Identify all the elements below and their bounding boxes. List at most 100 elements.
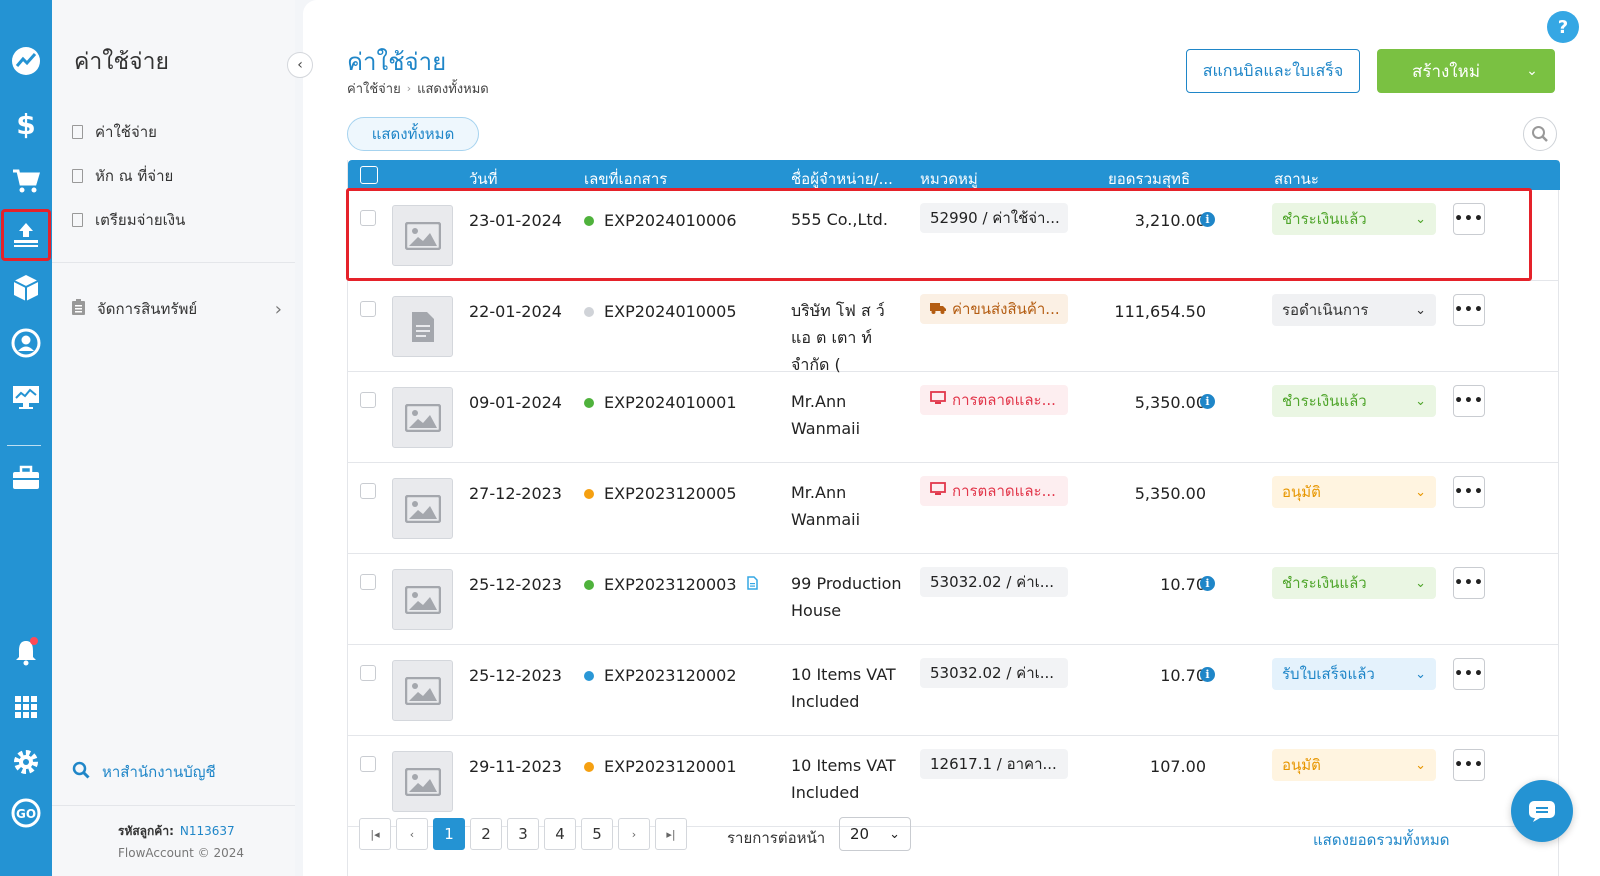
row-checkbox[interactable] bbox=[360, 301, 376, 317]
table-row[interactable]: 25-12-2023 EXP2023120003 99 Production H… bbox=[348, 554, 1558, 645]
page-button[interactable]: 5 bbox=[581, 818, 613, 850]
row-doc-link[interactable]: EXP2023120002 bbox=[584, 666, 737, 685]
row-doc-link[interactable]: EXP2024010005 bbox=[584, 302, 737, 321]
receipt-thumbnail[interactable] bbox=[392, 660, 453, 721]
receipt-thumbnail[interactable] bbox=[392, 205, 453, 266]
briefcase-icon[interactable] bbox=[6, 458, 46, 498]
receipt-thumbnail[interactable] bbox=[392, 569, 453, 630]
per-page-select[interactable]: 20 ⌄ bbox=[839, 817, 911, 851]
bell-icon[interactable] bbox=[6, 632, 46, 672]
sidebar-item-prepare-payment[interactable]: เตรียมจ่ายเงิน bbox=[72, 208, 282, 232]
contact-icon[interactable] bbox=[6, 323, 46, 363]
column-header-category[interactable]: หมวดหมู่ bbox=[920, 170, 978, 188]
more-actions-button[interactable]: ••• bbox=[1453, 749, 1485, 781]
row-status-dropdown[interactable]: รอดำเนินการ ⌄ bbox=[1272, 294, 1436, 326]
show-total-link[interactable]: แสดงยอดรวมทั้งหมด bbox=[1313, 831, 1450, 849]
apps-grid-icon[interactable] bbox=[6, 687, 46, 727]
first-page-button[interactable]: |◂ bbox=[359, 818, 391, 850]
filter-show-all-chip[interactable]: แสดงทั้งหมด bbox=[347, 117, 479, 151]
more-actions-button[interactable]: ••• bbox=[1453, 203, 1485, 235]
row-status-dropdown[interactable]: ชำระเงินแล้ว ⌄ bbox=[1272, 567, 1436, 599]
page-button[interactable]: 4 bbox=[544, 818, 576, 850]
table-row[interactable]: 22-01-2024 EXP2024010005 บริษัท โฟ ส ว์ … bbox=[348, 281, 1558, 374]
column-header-status[interactable]: สถานะ bbox=[1274, 170, 1319, 188]
table-row[interactable]: 23-01-2024 EXP2024010006 555 Co.,Ltd. 52… bbox=[348, 190, 1558, 281]
info-icon[interactable]: i bbox=[1200, 212, 1215, 227]
more-actions-button[interactable]: ••• bbox=[1453, 294, 1485, 326]
table-row[interactable]: 29-11-2023 EXP2023120001 10 Items VAT In… bbox=[348, 736, 1558, 827]
more-actions-button[interactable]: ••• bbox=[1453, 476, 1485, 508]
image-icon bbox=[404, 494, 441, 523]
column-header-doc-number[interactable]: เลขที่เอกสาร bbox=[584, 170, 668, 188]
search-icon[interactable] bbox=[1523, 117, 1557, 151]
page-button[interactable]: 3 bbox=[507, 818, 539, 850]
document-thumbnail[interactable] bbox=[392, 296, 453, 357]
flowaccount-go-icon[interactable]: GO bbox=[6, 793, 46, 833]
more-actions-button[interactable]: ••• bbox=[1453, 658, 1485, 690]
row-status-dropdown[interactable]: อนุมัติ ⌄ bbox=[1272, 476, 1436, 508]
column-header-net-total[interactable]: ยอดรวมสุทธิ bbox=[1108, 170, 1191, 188]
gear-icon[interactable] bbox=[6, 742, 46, 782]
last-page-button[interactable]: ▸| bbox=[655, 818, 687, 850]
table-row[interactable]: 27-12-2023 EXP2023120005 Mr.Ann Wanmaii … bbox=[348, 463, 1558, 554]
receipt-thumbnail[interactable] bbox=[392, 387, 453, 448]
collapse-sidebar-button[interactable]: ‹ bbox=[287, 52, 313, 78]
more-actions-button[interactable]: ••• bbox=[1453, 567, 1485, 599]
row-category-label: 52990 / ค่าใช้จ่า... bbox=[930, 209, 1060, 227]
row-status-dropdown[interactable]: รับใบเสร็จแล้ว ⌄ bbox=[1272, 658, 1436, 690]
cart-icon[interactable] bbox=[6, 161, 46, 201]
row-amount: 3,210.00 bbox=[1134, 211, 1206, 230]
row-status-dropdown[interactable]: ชำระเงินแล้ว ⌄ bbox=[1272, 385, 1436, 417]
select-all-checkbox[interactable] bbox=[360, 166, 378, 184]
prev-page-button[interactable]: ‹ bbox=[396, 818, 428, 850]
more-actions-button[interactable]: ••• bbox=[1453, 385, 1485, 417]
dollar-icon[interactable]: $ bbox=[6, 104, 46, 144]
page-button[interactable]: 2 bbox=[470, 818, 502, 850]
column-header-date[interactable]: วันที่ bbox=[469, 170, 498, 188]
sidebar-item-withholding-tax[interactable]: หัก ณ ที่จ่าย bbox=[72, 164, 282, 188]
chevron-down-icon[interactable]: ⌄ bbox=[1526, 63, 1538, 79]
report-icon[interactable] bbox=[6, 377, 46, 417]
row-status-dropdown[interactable]: ชำระเงินแล้ว ⌄ bbox=[1272, 203, 1436, 235]
row-checkbox[interactable] bbox=[360, 392, 376, 408]
receipt-thumbnail[interactable] bbox=[392, 478, 453, 539]
attachment-file-icon[interactable] bbox=[746, 575, 758, 594]
row-checkbox[interactable] bbox=[360, 756, 376, 772]
file-icon bbox=[411, 311, 434, 342]
next-page-button[interactable]: › bbox=[618, 818, 650, 850]
column-header-vendor[interactable]: ชื่อผู้จำหน่าย/... bbox=[791, 170, 893, 188]
row-doc-link[interactable]: EXP2023120005 bbox=[584, 484, 737, 503]
table-row[interactable]: 25-12-2023 EXP2023120002 10 Items VAT In… bbox=[348, 645, 1558, 736]
info-icon[interactable]: i bbox=[1200, 667, 1215, 682]
row-doc-link[interactable]: EXP2023120001 bbox=[584, 757, 737, 776]
info-icon[interactable]: i bbox=[1200, 394, 1215, 409]
row-checkbox[interactable] bbox=[360, 483, 376, 499]
box-icon[interactable] bbox=[6, 268, 46, 308]
row-doc-link[interactable]: EXP2023120003 bbox=[584, 575, 758, 594]
dashboard-icon[interactable] bbox=[6, 41, 46, 81]
info-icon[interactable]: i bbox=[1200, 576, 1215, 591]
create-new-button[interactable]: สร้างใหม่ ⌄ bbox=[1377, 49, 1555, 93]
row-status-dropdown[interactable]: อนุมัติ ⌄ bbox=[1272, 749, 1436, 781]
row-checkbox[interactable] bbox=[360, 210, 376, 226]
row-doc-link[interactable]: EXP2024010006 bbox=[584, 211, 737, 230]
chat-icon[interactable] bbox=[1511, 780, 1573, 842]
sidebar-item-label: ค่าใช้จ่าย bbox=[95, 123, 157, 141]
sidebar-item-expenses[interactable]: ค่าใช้จ่าย bbox=[72, 120, 282, 144]
row-doc-number: EXP2024010001 bbox=[604, 393, 737, 412]
help-icon[interactable]: ? bbox=[1547, 11, 1579, 43]
table-row[interactable]: 09-01-2024 EXP2024010001 Mr.Ann Wanmaii … bbox=[348, 372, 1558, 463]
sidebar-item-asset-management[interactable]: จัดการสินทรัพย์ › bbox=[72, 297, 282, 321]
row-category-label: 53032.02 / ค่าเ... bbox=[930, 664, 1055, 682]
row-doc-link[interactable]: EXP2024010001 bbox=[584, 393, 737, 412]
page-button[interactable]: 1 bbox=[433, 818, 465, 850]
row-checkbox[interactable] bbox=[360, 665, 376, 681]
find-accounting-office-link[interactable]: หาสำนักงานบัญชี bbox=[72, 760, 216, 784]
row-amount: 5,350.00 bbox=[1134, 393, 1206, 412]
receipt-thumbnail[interactable] bbox=[392, 751, 453, 812]
chevron-right-icon: › bbox=[406, 82, 412, 95]
breadcrumb-item[interactable]: ค่าใช้จ่าย bbox=[347, 82, 401, 97]
scan-bill-button[interactable]: สแกนบิลและใบเสร็จ bbox=[1186, 49, 1360, 93]
row-checkbox[interactable] bbox=[360, 574, 376, 590]
expense-upload-icon[interactable] bbox=[1, 209, 51, 261]
